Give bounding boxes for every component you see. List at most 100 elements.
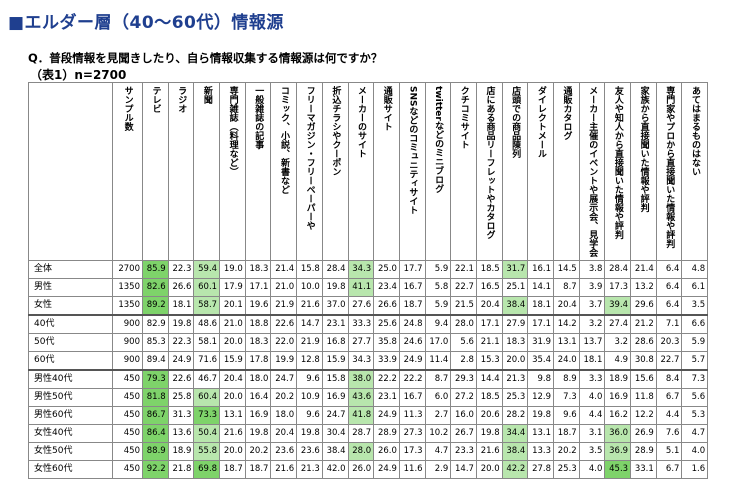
value-cell: 10.9 bbox=[296, 388, 323, 407]
sample-count-cell: 900 bbox=[112, 333, 143, 352]
value-cell: 15.9 bbox=[219, 351, 246, 371]
value-cell: 24.9 bbox=[167, 351, 195, 371]
value-cell: 60.1 bbox=[193, 278, 221, 297]
value-cell: 12.2 bbox=[630, 406, 657, 425]
value-cell: 14.2 bbox=[553, 314, 580, 334]
value-cell: 20.6 bbox=[475, 406, 503, 425]
value-cell: 20.1 bbox=[219, 296, 246, 316]
value-cell: 2.7 bbox=[424, 406, 452, 425]
value-cell: 20.0 bbox=[219, 333, 246, 352]
value-cell: 17.3 bbox=[604, 278, 632, 297]
value-cell: 3.5 bbox=[578, 442, 606, 461]
column-header: 専門雑誌（料理など） bbox=[219, 82, 246, 261]
column-header-label: クチコミサイト bbox=[458, 86, 469, 149]
value-cell: 89.4 bbox=[142, 351, 169, 371]
value-cell: 20.2 bbox=[553, 442, 580, 461]
value-cell: 41.8 bbox=[347, 406, 375, 425]
value-cell: 19.8 bbox=[475, 424, 503, 443]
value-cell: 6.1 bbox=[681, 278, 709, 297]
value-cell: 5.9 bbox=[681, 333, 709, 352]
value-cell: 16.9 bbox=[244, 406, 272, 425]
value-cell: 25.1 bbox=[501, 278, 529, 297]
column-header: サンプル数 bbox=[112, 82, 143, 261]
value-cell: 15.3 bbox=[475, 351, 503, 371]
value-cell: 18.7 bbox=[219, 460, 246, 479]
value-cell: 22.2 bbox=[398, 369, 426, 389]
value-cell: 13.3 bbox=[527, 442, 554, 461]
value-cell: 35.8 bbox=[373, 333, 400, 352]
table-row: 男性60代 450 86.7 31.3 73.3 13.1 16.9 18.0 9.6 24.7 4… bbox=[28, 406, 709, 425]
value-cell: 20.4 bbox=[553, 296, 580, 316]
table-row: 60代 900 89.4 24.9 71.6 15.9 17.8 19.9 12.8 15.9 34… bbox=[28, 351, 709, 371]
value-cell: 29.6 bbox=[630, 296, 657, 316]
value-cell: 9.8 bbox=[527, 369, 554, 389]
value-cell: 82.6 bbox=[142, 278, 169, 297]
value-cell: 18.9 bbox=[167, 442, 195, 461]
value-cell: 5.1 bbox=[655, 442, 683, 461]
value-cell: 18.9 bbox=[604, 369, 632, 389]
corner-cell bbox=[28, 82, 113, 261]
value-cell: 28.9 bbox=[630, 442, 657, 461]
value-cell: 34.4 bbox=[501, 424, 529, 443]
value-cell: 23.6 bbox=[270, 442, 298, 461]
value-cell: 34.3 bbox=[347, 260, 375, 279]
value-cell: 6.6 bbox=[681, 314, 709, 334]
sample-count-cell: 450 bbox=[112, 406, 143, 425]
column-header-label: 折込チラシやクーポン bbox=[330, 86, 341, 176]
row-label: 男性40代 bbox=[28, 369, 113, 389]
column-header: メーカーのサイト bbox=[347, 82, 375, 261]
value-cell: 16.5 bbox=[475, 278, 503, 297]
value-cell: 20.0 bbox=[219, 388, 246, 407]
value-cell: 12.9 bbox=[527, 388, 554, 407]
row-label: 女性40代 bbox=[28, 424, 113, 443]
value-cell: 7.3 bbox=[553, 388, 580, 407]
table-row: 女性 1350 89.2 18.1 58.7 20.1 19.6 21.9 21.6 37.0 27… bbox=[28, 296, 709, 316]
value-cell: 9.6 bbox=[296, 406, 323, 425]
value-cell: 4.0 bbox=[578, 388, 606, 407]
value-cell: 21.5 bbox=[450, 296, 477, 316]
value-cell: 60.4 bbox=[193, 388, 221, 407]
value-cell: 71.6 bbox=[193, 351, 221, 371]
value-cell: 22.1 bbox=[450, 260, 477, 279]
value-cell: 21.6 bbox=[296, 296, 323, 316]
value-cell: 20.0 bbox=[219, 442, 246, 461]
value-cell: 20.0 bbox=[501, 351, 529, 371]
value-cell: 25.3 bbox=[501, 388, 529, 407]
table-row: 女性40代 450 86.4 13.6 50.4 21.6 19.8 20.4 19.8 30.4… bbox=[28, 424, 709, 443]
value-cell: 16.7 bbox=[398, 388, 426, 407]
value-cell: 14.1 bbox=[527, 278, 554, 297]
column-header: 通販サイト bbox=[373, 82, 400, 261]
value-cell: 13.1 bbox=[553, 333, 580, 352]
value-cell: 33.3 bbox=[347, 314, 375, 334]
value-cell: 18.5 bbox=[475, 260, 503, 279]
value-cell: 17.8 bbox=[244, 351, 272, 371]
value-cell: 9.4 bbox=[424, 314, 452, 334]
value-cell: 22.7 bbox=[655, 351, 683, 371]
value-cell: 3.2 bbox=[604, 333, 632, 352]
value-cell: 23.1 bbox=[373, 388, 400, 407]
value-cell: 14.7 bbox=[296, 314, 323, 334]
value-cell: 30.4 bbox=[321, 424, 349, 443]
column-header-label: フリーマガジン・フリーペーパーや bbox=[304, 86, 315, 230]
row-label: 40代 bbox=[28, 314, 113, 334]
column-header-label: コミック、小説、新書など bbox=[278, 86, 289, 194]
value-cell: 15.8 bbox=[321, 369, 349, 389]
value-cell: 10.2 bbox=[424, 424, 452, 443]
value-cell: 18.3 bbox=[244, 333, 272, 352]
value-cell: 86.4 bbox=[142, 424, 169, 443]
value-cell: 5.7 bbox=[681, 351, 709, 371]
value-cell: 28.0 bbox=[347, 442, 375, 461]
value-cell: 13.2 bbox=[630, 278, 657, 297]
value-cell: 17.7 bbox=[398, 260, 426, 279]
value-cell: 27.6 bbox=[347, 296, 375, 316]
value-cell: 6.7 bbox=[655, 460, 683, 479]
value-cell: 4.4 bbox=[578, 406, 606, 425]
value-cell: 22.3 bbox=[167, 333, 195, 352]
column-header-label: 通販サイト bbox=[381, 86, 392, 131]
sample-count-cell: 450 bbox=[112, 460, 143, 479]
sample-count-cell: 450 bbox=[112, 388, 143, 407]
value-cell: 73.3 bbox=[193, 406, 221, 425]
value-cell: 1.6 bbox=[681, 460, 709, 479]
value-cell: 3.2 bbox=[578, 314, 606, 334]
value-cell: 11.6 bbox=[398, 460, 426, 479]
